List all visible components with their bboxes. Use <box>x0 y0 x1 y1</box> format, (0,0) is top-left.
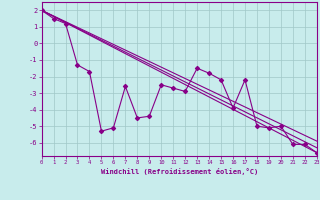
Point <box>99 130 104 133</box>
Point <box>147 115 152 118</box>
X-axis label: Windchill (Refroidissement éolien,°C): Windchill (Refroidissement éolien,°C) <box>100 168 258 175</box>
Point <box>266 126 271 129</box>
Point <box>171 87 176 90</box>
Point <box>290 143 295 146</box>
Point <box>254 125 260 128</box>
Point <box>243 78 248 81</box>
Point <box>63 22 68 25</box>
Point <box>278 125 284 128</box>
Point <box>159 83 164 86</box>
Point <box>39 9 44 12</box>
Point <box>302 143 308 146</box>
Point <box>51 17 56 20</box>
Point <box>314 151 319 154</box>
Point <box>195 67 200 70</box>
Point <box>206 72 212 75</box>
Point <box>230 106 236 110</box>
Point <box>219 78 224 81</box>
Point <box>87 70 92 73</box>
Point <box>75 63 80 67</box>
Point <box>111 126 116 129</box>
Point <box>135 116 140 120</box>
Point <box>183 90 188 93</box>
Point <box>123 85 128 88</box>
